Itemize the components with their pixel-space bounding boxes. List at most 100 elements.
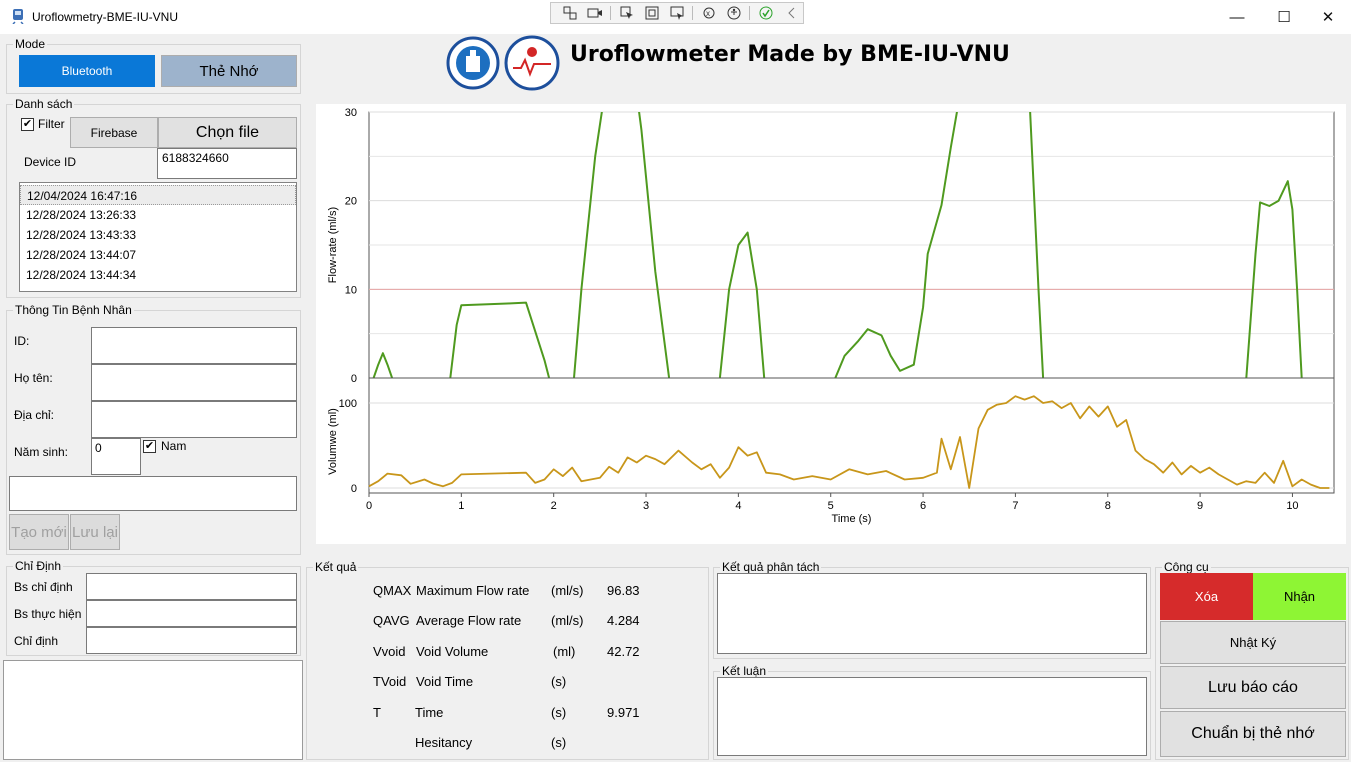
svg-text:x: x	[706, 9, 710, 18]
list-item[interactable]: 12/28/2024 13:43:33	[26, 228, 137, 242]
result-name: Maximum Flow rate	[416, 583, 530, 598]
app-icon	[12, 9, 24, 24]
doctor-assign-field[interactable]	[86, 573, 297, 600]
analysis-field[interactable]	[717, 573, 1147, 654]
collapse-icon[interactable]	[778, 3, 803, 23]
doctor-perform-field[interactable]	[86, 600, 297, 627]
track-focus-icon[interactable]	[664, 3, 689, 23]
x-tick-label: 8	[1105, 500, 1111, 512]
male-label: Nam	[161, 439, 187, 453]
minimize-button[interactable]: —	[1229, 8, 1245, 26]
result-unit: (s)	[551, 704, 567, 720]
list-item[interactable]: 12/28/2024 13:44:07	[26, 248, 137, 262]
patient-name-field[interactable]	[91, 364, 297, 401]
volume-axis-label: Volumwe (ml)	[327, 408, 339, 475]
x-tick-label: 3	[643, 500, 649, 512]
patient-address-label: Địa chỉ:	[14, 408, 55, 422]
live-tree-icon[interactable]	[557, 3, 582, 23]
conclusion-field[interactable]	[717, 677, 1147, 756]
tools-label: Công cụ	[1162, 560, 1211, 574]
save-button[interactable]: Lưu lại	[70, 514, 120, 550]
flow-tick-label: 30	[345, 107, 357, 119]
display-adorner-icon[interactable]	[639, 3, 664, 23]
assign-label: Chỉ Định	[13, 559, 64, 573]
x-tick-label: 1	[458, 500, 464, 512]
result-name: Time	[415, 704, 444, 720]
flow-rate-chart: 0 10 20 30 Flow-rate (ml/s)	[327, 107, 1335, 385]
patient-id-label: ID:	[14, 334, 30, 348]
list-label: Danh sách	[13, 97, 75, 111]
result-name: Void Volume	[416, 643, 489, 659]
patient-note-field[interactable]	[9, 476, 297, 511]
maximize-button[interactable]: ☐	[1277, 9, 1291, 26]
flow-tick-label: 20	[345, 196, 357, 208]
log-button[interactable]: Nhật Ký	[1160, 621, 1346, 664]
result-value: 42.72	[607, 643, 640, 659]
iu-logo-icon	[446, 36, 500, 90]
flow-tick-label: 0	[351, 373, 357, 385]
patient-name-label: Họ tên:	[14, 371, 53, 385]
choose-file-button[interactable]: Chọn file	[158, 117, 297, 148]
flow-tick-label: 10	[345, 284, 357, 296]
doctor-perform-label: Bs thực hiện	[14, 607, 82, 621]
birth-year-field[interactable]: 0	[91, 438, 141, 475]
close-button[interactable]: ✕	[1321, 9, 1335, 26]
result-abbr: TVoid	[373, 674, 407, 690]
delete-button[interactable]: Xóa	[1160, 573, 1253, 620]
conclusion-group: Kết luận	[713, 664, 1151, 760]
volume-tick-label: 100	[339, 398, 357, 410]
result-value: 96.83	[607, 583, 640, 598]
doctor-assign-label: Bs chỉ định	[14, 580, 73, 594]
x-tick-label: 5	[828, 500, 834, 512]
indication-label: Chỉ định	[14, 634, 59, 648]
result-unit: (ml/s)	[551, 613, 584, 629]
tools-group: Công cụ	[1155, 560, 1349, 760]
result-unit: (s)	[551, 735, 567, 750]
x-tick-label: 6	[920, 500, 926, 512]
flow-axis-label: Flow-rate (ml/s)	[327, 207, 339, 283]
indication-field[interactable]	[86, 627, 297, 654]
mode-group: Mode	[6, 37, 301, 94]
save-report-button[interactable]: Lưu báo cáo	[1160, 666, 1346, 709]
record-list[interactable]: 12/04/2024 16:47:16 12/28/2024 13:26:33 …	[19, 182, 297, 292]
flow-series-line	[372, 112, 1303, 378]
firebase-button[interactable]: Firebase	[70, 117, 158, 148]
debug-toolbar: x	[550, 2, 804, 24]
device-id-field[interactable]: 6188324660	[157, 148, 297, 179]
device-id-label: Device ID	[24, 155, 77, 169]
x-tick-label: 0	[366, 500, 372, 512]
x-tick-label: 4	[735, 500, 741, 512]
memory-card-button[interactable]: Thẻ Nhớ	[161, 55, 297, 87]
page-title: Uroflowmeter Made by BME-IU-VNU	[570, 42, 1010, 67]
analysis-group: Kết quả phân tách	[713, 560, 1151, 659]
bluetooth-button[interactable]: Bluetooth	[19, 55, 155, 87]
list-group: Danh sách	[6, 97, 301, 298]
filter-checkbox[interactable]: ✔	[21, 118, 34, 131]
list-item[interactable]: 12/28/2024 13:44:34	[26, 268, 137, 282]
birth-year-label: Năm sinh:	[14, 445, 69, 459]
notes-area[interactable]	[3, 660, 303, 760]
accessibility-icon[interactable]	[721, 3, 746, 23]
volume-plot-frame	[368, 377, 1335, 494]
result-unit: (ml/s)	[551, 583, 584, 598]
list-item[interactable]: 12/04/2024 16:47:16	[20, 185, 296, 205]
patient-label: Thông Tin Bệnh Nhân	[13, 303, 134, 317]
check-icon[interactable]	[753, 3, 778, 23]
assign-group: Chỉ Định	[6, 559, 301, 656]
prepare-card-button[interactable]: Chuẩn bị thẻ nhớ	[1160, 711, 1346, 757]
camera-icon[interactable]	[582, 3, 607, 23]
select-element-icon[interactable]	[614, 3, 639, 23]
list-item[interactable]: 12/28/2024 13:26:33	[26, 208, 137, 222]
x-tick-label: 9	[1197, 500, 1203, 512]
new-button[interactable]: Tạo mới	[9, 514, 69, 550]
receive-button[interactable]: Nhận	[1253, 573, 1346, 620]
x-tick-label: 10	[1286, 500, 1298, 512]
results-label: Kết quả	[313, 560, 359, 574]
patient-address-field[interactable]	[91, 401, 297, 438]
binding-failures-icon[interactable]: x	[696, 3, 721, 23]
patient-id-field[interactable]	[91, 327, 297, 364]
result-name: Average Flow rate	[416, 613, 522, 629]
male-checkbox[interactable]: ✔	[143, 440, 156, 453]
